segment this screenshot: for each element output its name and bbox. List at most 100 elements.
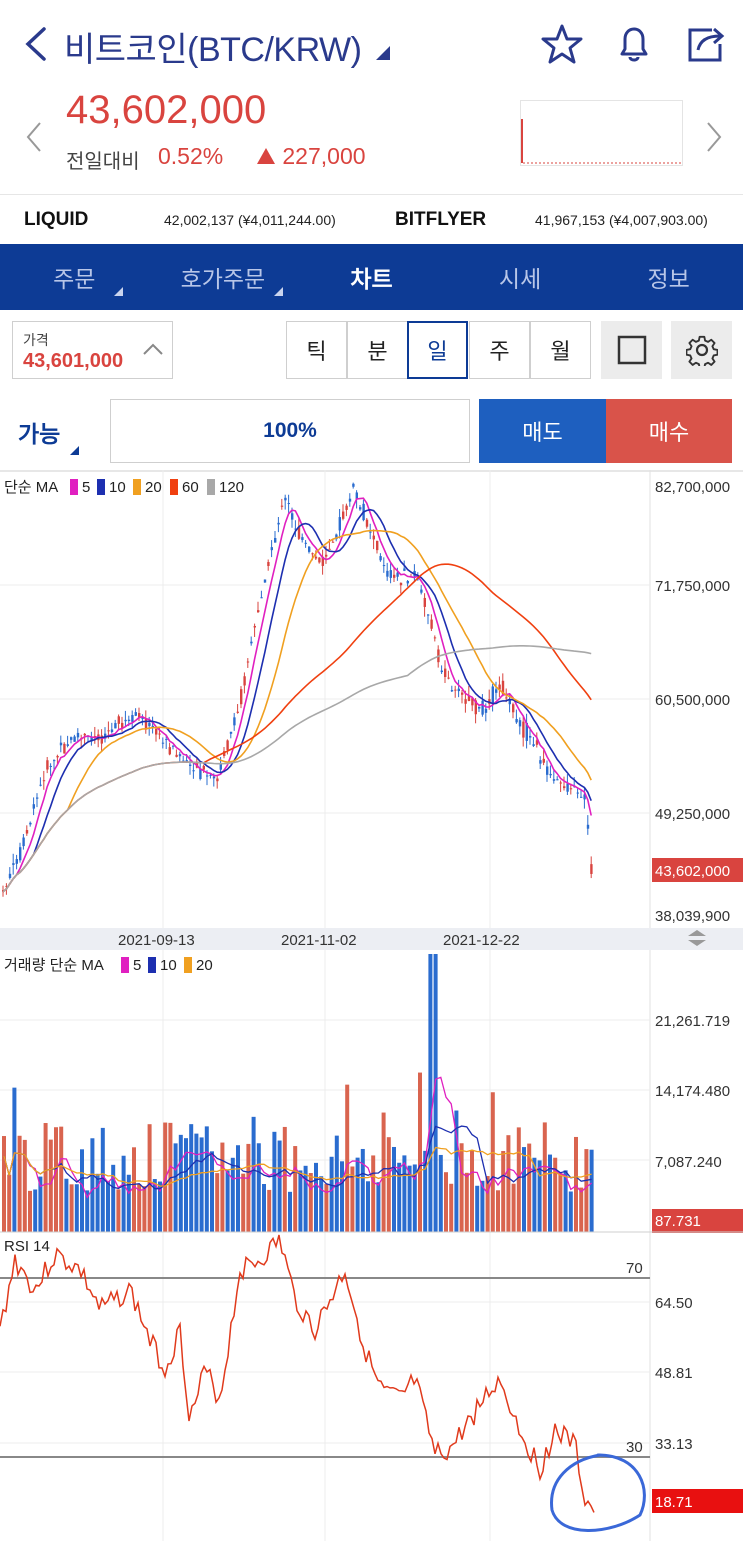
volume-bar xyxy=(324,1183,329,1232)
candle xyxy=(246,661,250,663)
bell-icon[interactable] xyxy=(612,22,656,66)
volume-bar xyxy=(516,1127,521,1232)
ma20-swatch xyxy=(133,479,141,495)
volume-bar xyxy=(147,1124,152,1232)
star-icon[interactable] xyxy=(540,22,584,66)
volume-bar xyxy=(59,1126,64,1232)
tab-order[interactable]: 주문 xyxy=(0,244,149,310)
volume-bar xyxy=(584,1149,589,1232)
volume-bar xyxy=(475,1185,480,1232)
candle xyxy=(389,570,392,578)
page-title[interactable]: 비트코인(BTC/KRW) xyxy=(64,22,391,71)
mini-chart[interactable] xyxy=(520,100,683,166)
volume-bar xyxy=(355,1157,360,1232)
candle xyxy=(144,718,148,730)
candle xyxy=(219,763,222,770)
panel-resize-icon[interactable] xyxy=(688,930,706,946)
volume-bar xyxy=(204,1126,209,1232)
volume-bar xyxy=(85,1190,90,1232)
buy-button[interactable]: 매수 xyxy=(606,399,732,463)
rsi-legend-label: RSI 14 xyxy=(4,1238,50,1255)
tab-market[interactable]: 시세 xyxy=(498,267,542,293)
available-label[interactable]: 가능 xyxy=(18,422,61,448)
volume-bar xyxy=(225,1170,230,1232)
sell-button[interactable]: 매도 xyxy=(479,399,606,463)
y-tick-label: 71,750,000 xyxy=(655,578,730,595)
tab-chart[interactable]: 차트 xyxy=(350,267,393,293)
candle xyxy=(444,668,447,678)
square-icon xyxy=(617,335,646,365)
candle xyxy=(539,760,542,764)
candle xyxy=(529,735,532,738)
volume-bar xyxy=(43,1123,48,1232)
volume-bar xyxy=(262,1184,266,1232)
settings-button[interactable] xyxy=(671,321,732,379)
volume-bar xyxy=(277,1140,282,1232)
candle xyxy=(257,610,260,613)
next-coin-icon[interactable] xyxy=(704,120,724,154)
volume-bar xyxy=(152,1179,157,1232)
candle xyxy=(172,745,175,747)
candle xyxy=(192,770,195,772)
candle xyxy=(348,498,352,502)
period-day[interactable]: 일 xyxy=(407,321,468,379)
dropdown-icon[interactable] xyxy=(374,44,391,61)
volume-bar xyxy=(199,1137,204,1232)
candle xyxy=(182,760,185,762)
ma120-label: 120 xyxy=(219,479,244,496)
candle xyxy=(223,751,226,756)
candle xyxy=(464,699,467,704)
back-icon[interactable] xyxy=(20,26,52,62)
period-minute[interactable]: 분 xyxy=(347,321,408,379)
volume-bar xyxy=(158,1181,162,1232)
volume-bar xyxy=(12,1087,17,1232)
candle xyxy=(393,574,396,578)
candle xyxy=(505,697,508,699)
candle xyxy=(206,775,209,777)
period-month[interactable]: 월 xyxy=(530,321,591,379)
volume-bar xyxy=(7,1174,12,1232)
price-value: 43,601,000 xyxy=(23,350,124,372)
current-price-tag-label: 43,602,000 xyxy=(655,863,730,880)
fullscreen-button[interactable] xyxy=(601,321,662,379)
exchange-name: LIQUID xyxy=(24,209,89,230)
period-tick[interactable]: 틱 xyxy=(286,321,347,379)
volume-bar xyxy=(210,1151,214,1232)
candle xyxy=(512,704,515,713)
tab-quote-order[interactable]: 호가주문 xyxy=(149,244,298,310)
candle xyxy=(552,779,556,781)
candle xyxy=(583,794,586,800)
share-icon[interactable] xyxy=(684,22,728,66)
candle xyxy=(175,754,178,757)
volume-legend: 거래량 단순 MA 5 10 20 xyxy=(4,957,213,974)
candle xyxy=(36,797,39,799)
current-rsi-tag xyxy=(652,1489,743,1513)
volume-bar xyxy=(2,1136,6,1232)
volume-bar xyxy=(178,1134,183,1232)
candle xyxy=(491,686,494,704)
volume-bar xyxy=(298,1170,303,1232)
up-triangle-icon xyxy=(257,148,275,164)
candle xyxy=(522,721,525,738)
period-week[interactable]: 주 xyxy=(469,321,530,379)
candle xyxy=(352,483,355,487)
price-selector[interactable]: 가격 43,601,000 xyxy=(12,321,173,379)
candle xyxy=(525,722,528,741)
tab-info[interactable]: 정보 xyxy=(647,267,690,293)
chart-area[interactable]: 단순 MA 5 10 20 60 120 82,700,000 71,750,0… xyxy=(0,470,743,1541)
ratio-field[interactable]: 100% xyxy=(110,399,470,463)
y-tick-label: 48.81 xyxy=(655,1365,693,1382)
candle xyxy=(495,689,498,693)
volume-bar xyxy=(537,1160,542,1232)
x-tick-label: 2021-12-22 xyxy=(443,932,520,949)
volume-bar xyxy=(428,954,433,1232)
dropdown-icon[interactable] xyxy=(70,446,79,455)
volume-bar xyxy=(256,1143,261,1232)
prev-coin-icon[interactable] xyxy=(24,120,44,154)
candle xyxy=(32,804,35,809)
ma10-label: 10 xyxy=(109,479,126,496)
coin-title[interactable]: 비트코인(BTC/KRW) xyxy=(64,31,362,69)
volume-bar xyxy=(574,1136,578,1232)
candle xyxy=(403,568,406,571)
ma5-swatch xyxy=(70,479,78,495)
